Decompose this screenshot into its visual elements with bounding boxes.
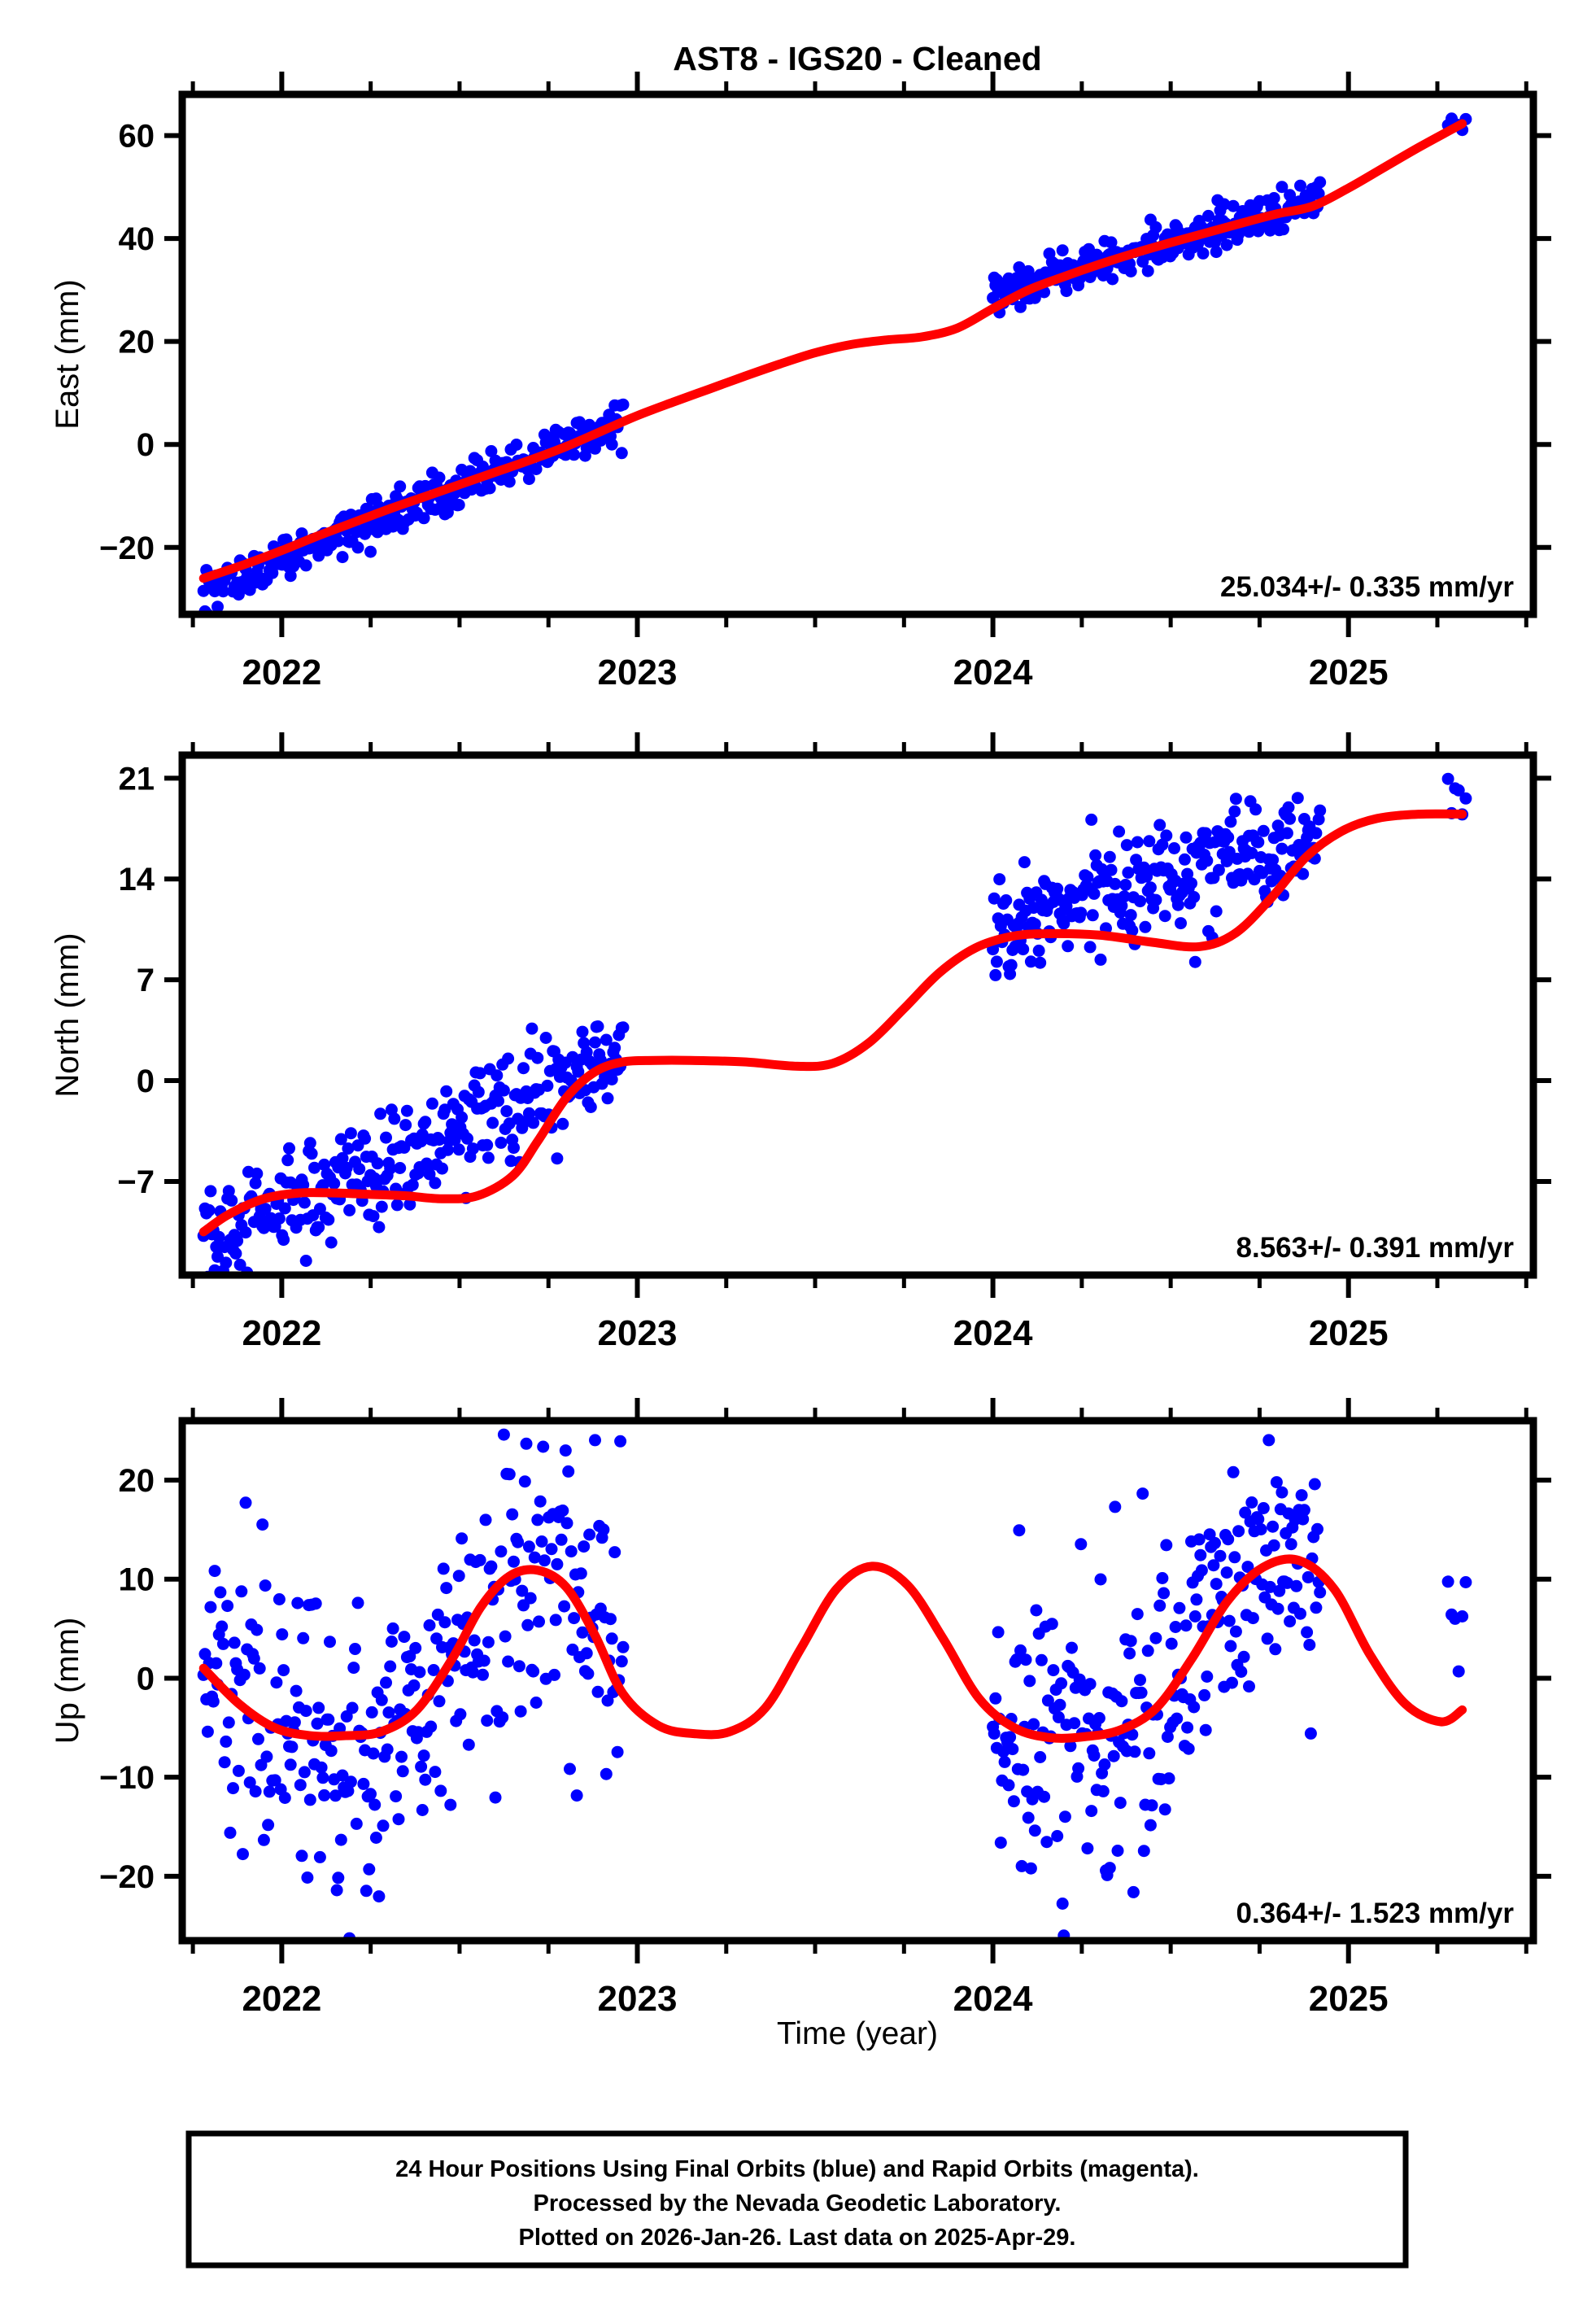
footer-box: 24 Hour Positions Using Final Orbits (bl… [185,2130,1409,2269]
y-tick-label-up: −10 [99,1760,155,1796]
y-tick-label-east: −20 [99,531,155,566]
footer-line-3: Plotted on 2026-Jan-26. Last data on 202… [519,2225,1076,2251]
rate-annotation-up: 0.364+/- 1.523 mm/yr [1236,1898,1515,1929]
y-tick-label-north: 0 [137,1063,155,1099]
x-tick-label: 2024 [953,653,1033,692]
y-tick-label-north: 21 [119,761,155,797]
panel-group: −20 0 20 40 60 2022 2023 2024 2025 East (mm) 25.03… [50,72,1551,2019]
data-layer-north [197,772,1472,1275]
y-tick-label-north: 7 [137,963,155,998]
x-tick-label: 2025 [1309,1979,1389,2019]
y-tick-label-east: 20 [119,325,155,360]
x-tick-label: 2022 [242,1979,321,2019]
y-tick-label-east: 0 [137,427,155,463]
plot-frame-north [178,751,1537,1279]
page-title: AST8 - IGS20 - Cleaned [673,40,1041,77]
x-tick-label: 2023 [598,1313,678,1353]
plot-area-east [182,94,1533,614]
x-tick-label: 2024 [953,1313,1033,1353]
panel-east: −20 0 20 40 60 2022 2023 2024 2025 East (mm) 25.03… [50,72,1551,692]
y-axis-label-north: North (mm) [50,932,85,1097]
y-tick-label-up: −20 [99,1859,155,1895]
x-tick-label: 2022 [242,653,321,692]
x-tick-label: 2025 [1309,1313,1389,1353]
y-tick-label-east: 60 [119,119,155,155]
y-tick-label-up: 10 [119,1562,155,1598]
plot-frame-up [178,1417,1537,1945]
x-tick-label: 2023 [598,653,678,692]
data-layer-east [197,112,1472,614]
x-tick-label: 2025 [1309,653,1389,692]
panel-north: −7 0 7 14 21 2022 2023 2024 2025 North (mm) 8.563+… [50,732,1551,1353]
model-line-east [198,119,1467,583]
footer-line-2: Processed by the Nevada Geodetic Laborat… [534,2190,1062,2216]
model-line-up [198,1554,1467,1743]
x-tick-label: 2024 [953,1979,1033,2019]
y-tick-label-east: 40 [119,221,155,257]
rate-annotation-east: 25.034+/- 0.335 mm/yr [1220,571,1514,603]
footer-line-1: 24 Hour Positions Using Final Orbits (bl… [395,2156,1199,2182]
data-layer-up [197,1421,1472,1941]
footer-border [185,2130,1409,2269]
x-tick-label: 2022 [242,1313,321,1353]
y-tick-label-up: 0 [137,1661,155,1697]
rate-annotation-north: 8.563+/- 0.391 mm/yr [1236,1232,1515,1264]
plot-frame-east [178,90,1537,618]
panel-up: −20 −10 0 10 20 2022 2023 2024 2025 Up (mm) 0.364+… [50,1398,1551,2019]
x-axis-label: Time (year) [777,2016,938,2051]
y-axis-label-up: Up (mm) [50,1618,85,1745]
y-axis-label-east: East (mm) [50,279,85,429]
model-line-north [198,809,1467,1237]
x-tick-label: 2023 [598,1979,678,2019]
y-tick-label-up: 20 [119,1463,155,1499]
y-tick-label-north: 14 [119,862,155,898]
y-tick-label-north: −7 [117,1164,155,1200]
